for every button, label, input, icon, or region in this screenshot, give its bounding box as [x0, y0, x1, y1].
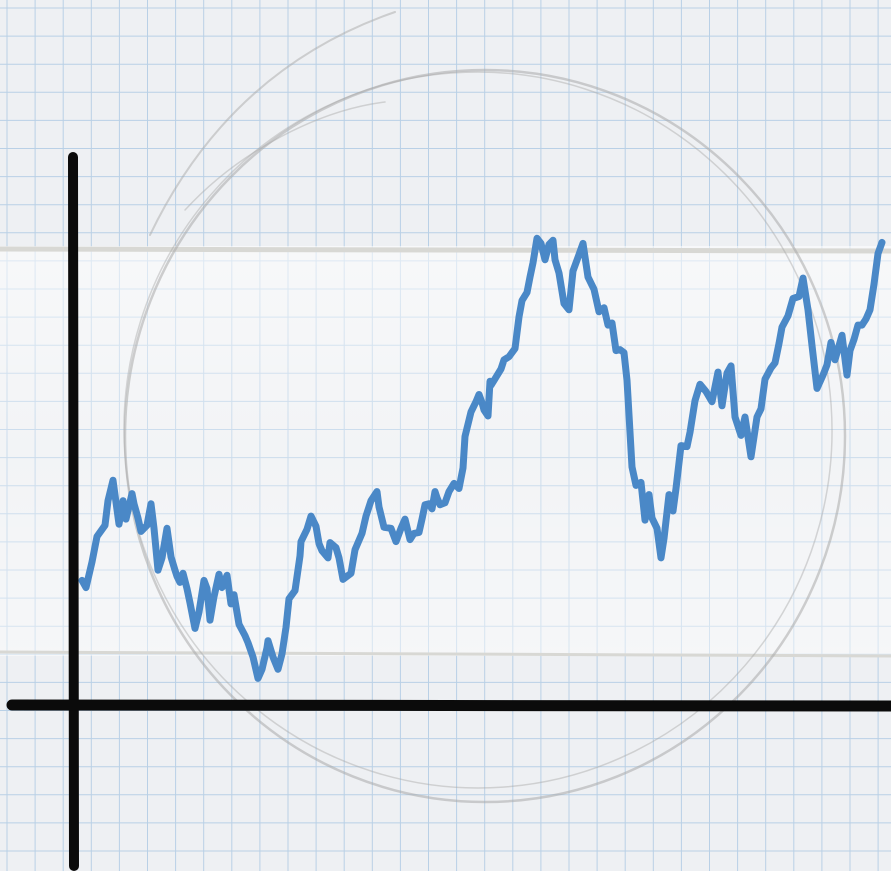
- tape-top-edge: [0, 246, 891, 254]
- pencil-circle: [123, 11, 847, 804]
- series-line-1: [78, 234, 886, 682]
- series-layer: [78, 234, 886, 682]
- tape-strip: [0, 246, 891, 656]
- y-axis: [68, 152, 79, 871]
- x-axis: [6, 699, 891, 712]
- tape-bottom-edge: [0, 650, 891, 658]
